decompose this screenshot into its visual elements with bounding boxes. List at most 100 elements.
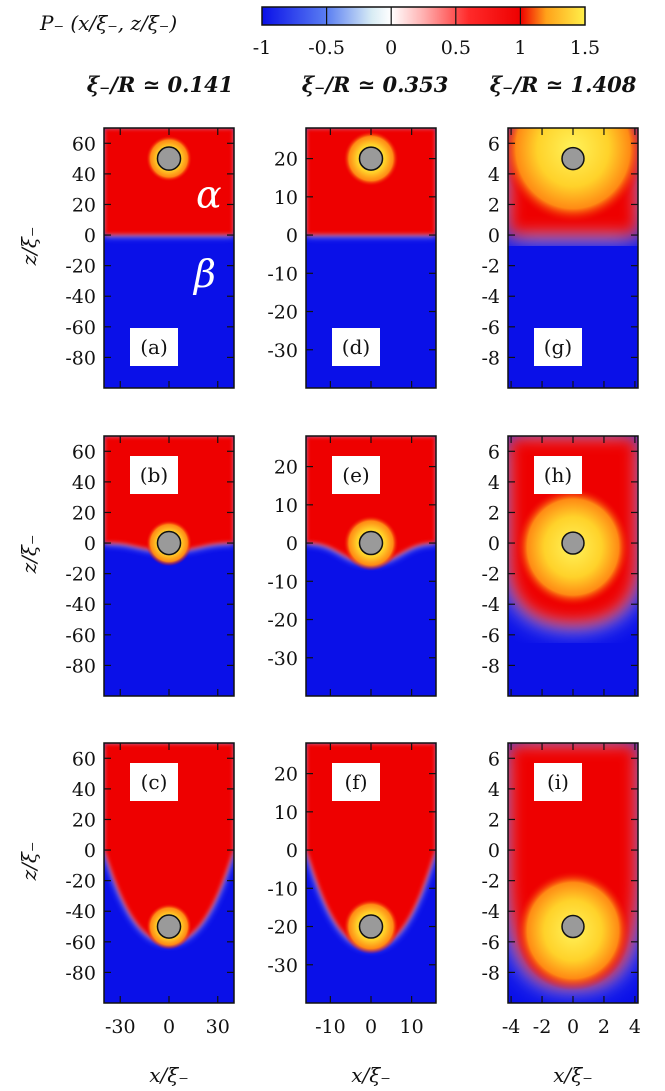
x-tick-label: 10 [400, 1016, 424, 1038]
x-axis-label: x/ξ₋ [351, 1063, 391, 1087]
panel-g: (g) 6 4 2 0 -2 -4 -6 -8 [481, 127, 639, 389]
y-tick-label: -60 [65, 317, 96, 339]
y-tick-label: 20 [72, 809, 96, 831]
panel-label-box [130, 328, 178, 366]
y-tick-label: 2 [488, 194, 500, 216]
x-axis-labels: x/ξ₋ x/ξ₋ x/ξ₋ [149, 1063, 593, 1087]
panel-label: (h) [544, 463, 573, 487]
y-tick-label: -6 [481, 932, 500, 954]
y-tick-label: 40 [72, 164, 96, 186]
x-axis-label: x/ξ₋ [149, 1063, 189, 1087]
colloid-particle [561, 531, 585, 555]
panel-label-box [130, 763, 178, 801]
panel-c: (c) 60 40 20 0 -20 -40 -60 -80 -30 0 30 [65, 742, 235, 1038]
column-titles: ξ₋/R ≃ 0.141 ξ₋/R ≃ 0.353 ξ₋/R ≃ 1.408 [87, 72, 637, 97]
panel-h: (h) 6 4 2 0 -2 -4 -6 -8 [481, 435, 639, 697]
x-tick-label: 0 [365, 1016, 377, 1038]
y-tick-label: 20 [274, 764, 298, 786]
y-tick-label: -80 [65, 347, 96, 369]
y-tick-label: 20 [72, 194, 96, 216]
y-tick-label: 0 [488, 225, 500, 247]
colloid-particle [358, 146, 384, 171]
y-tick-label: 10 [274, 802, 298, 824]
column-title: ξ₋/R ≃ 0.141 [87, 72, 234, 97]
y-tick-label: -40 [65, 286, 96, 308]
panel-label: (d) [342, 335, 370, 359]
y-tick-label: 0 [84, 840, 96, 862]
panel-label-box [534, 456, 582, 494]
panel-b: (b) 60 40 20 0 -20 -40 -60 -80 [65, 435, 235, 697]
panel-label-box [534, 763, 582, 801]
colloid-particle [358, 530, 384, 556]
y-tick-label: -30 [267, 648, 298, 670]
column-title: ξ₋/R ≃ 1.408 [490, 72, 637, 97]
y-tick-label: -8 [481, 962, 500, 984]
y-tick-label: 10 [274, 495, 298, 517]
y-tick-label: -20 [267, 302, 298, 324]
y-tick-label: -8 [481, 347, 500, 369]
y-tick-label: -60 [65, 625, 96, 647]
colorbar-tick-label: 1.5 [570, 37, 600, 59]
panel-label-box [130, 456, 178, 494]
panel-label: (f) [344, 770, 367, 794]
beta-phase-label: β [192, 252, 216, 296]
panel-label-box [534, 328, 582, 366]
y-tick-label: -6 [481, 625, 500, 647]
y-tick-label: 20 [274, 457, 298, 479]
y-tick-label: 60 [72, 133, 96, 155]
column-title: ξ₋/R ≃ 0.353 [302, 72, 449, 97]
y-tick-label: -2 [481, 564, 500, 586]
y-tick-label: -2 [481, 871, 500, 893]
y-axis-label: z/ξ₋ [17, 842, 41, 882]
colorbar-gradient [261, 6, 586, 26]
y-axis-labels: z/ξ₋ z/ξ₋ z/ξ₋ [17, 227, 41, 882]
y-tick-label: 4 [488, 472, 500, 494]
x-tick-label: 30 [206, 1016, 230, 1038]
panel-label: (e) [342, 463, 369, 487]
y-tick-label: 0 [286, 225, 298, 247]
x-tick-label: 2 [598, 1016, 610, 1038]
y-tick-label: 0 [84, 225, 96, 247]
colorbar-tick-label: 0 [385, 37, 397, 59]
colloid-particle [358, 914, 384, 939]
y-tick-label: 0 [286, 533, 298, 555]
colloid-particle [561, 914, 585, 939]
y-tick-label: 0 [488, 840, 500, 862]
y-tick-label: 2 [488, 809, 500, 831]
y-tick-label: -10 [267, 571, 298, 593]
x-axis-label: x/ξ₋ [553, 1063, 593, 1087]
colorbar-tick-label: 1 [514, 37, 526, 59]
y-tick-label: 40 [72, 472, 96, 494]
y-tick-label: -2 [481, 256, 500, 278]
y-tick-label: 0 [488, 533, 500, 555]
y-tick-label: -4 [481, 594, 500, 616]
y-tick-label: 20 [274, 149, 298, 171]
y-tick-label: -10 [267, 263, 298, 285]
y-tick-label: -8 [481, 655, 500, 677]
y-tick-label: -4 [481, 286, 500, 308]
y-tick-label: -10 [267, 878, 298, 900]
x-tick-label: -10 [315, 1016, 346, 1038]
colorbar-tick-label: -0.5 [308, 37, 345, 59]
y-tick-label: -40 [65, 594, 96, 616]
y-tick-label: 6 [488, 748, 500, 770]
panel-label: (c) [141, 770, 168, 794]
y-tick-label: -30 [267, 955, 298, 977]
panel-label-box [332, 456, 380, 494]
y-tick-label: -6 [481, 317, 500, 339]
adsorption-glow [508, 128, 638, 224]
y-tick-label: -40 [65, 901, 96, 923]
y-tick-label: 60 [72, 748, 96, 770]
panel-label: (b) [140, 463, 168, 487]
x-tick-label: -2 [533, 1016, 552, 1038]
y-tick-label: -20 [65, 564, 96, 586]
y-tick-label: -30 [267, 340, 298, 362]
panel-f: (f) 20 10 0 -10 -20 -30 -10 0 10 [267, 742, 437, 1038]
y-tick-label: 0 [286, 840, 298, 862]
y-tick-label: -4 [481, 901, 500, 923]
y-tick-label: -60 [65, 932, 96, 954]
y-tick-label: 20 [72, 502, 96, 524]
y-tick-label: 6 [488, 133, 500, 155]
x-tick-label: -4 [502, 1016, 521, 1038]
panel-d: (d) 20 10 0 -10 -20 -30 [267, 127, 437, 389]
